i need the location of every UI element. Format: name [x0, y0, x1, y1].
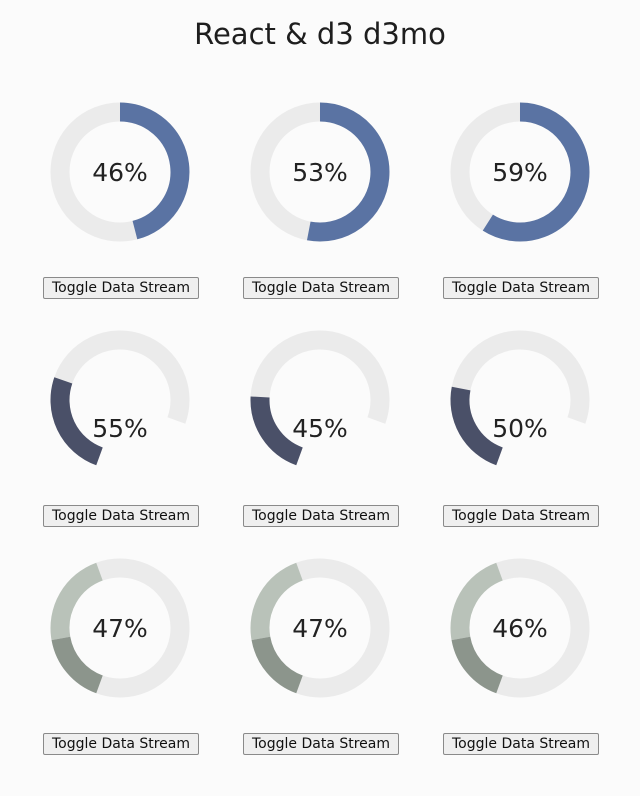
page-title: React & d3 d3mo	[194, 17, 446, 51]
gauge-percent-label: 46%	[492, 614, 548, 643]
gauge-value-arc-light	[250, 562, 304, 641]
gauge-percent-label: 53%	[292, 158, 348, 187]
toggle-data-stream-button[interactable]: Toggle Data Stream	[443, 733, 599, 755]
toggle-data-stream-button[interactable]: Toggle Data Stream	[443, 277, 599, 299]
arc-gauge	[50, 330, 190, 466]
toggle-data-stream-button[interactable]: Toggle Data Stream	[43, 733, 199, 755]
gauge-value-arc-light	[50, 562, 104, 641]
gauge-percent-label: 45%	[292, 414, 348, 443]
donut-gauge	[50, 102, 190, 242]
toggle-data-stream-button[interactable]: Toggle Data Stream	[243, 505, 399, 527]
gauge-percent-label: 47%	[92, 614, 148, 643]
gauge-value-arc	[482, 102, 590, 242]
gauge-value-arc-dark	[451, 636, 504, 694]
donut-gauge	[250, 102, 390, 242]
gauge-value-arc-dark	[51, 636, 104, 694]
toggle-data-stream-button[interactable]: Toggle Data Stream	[443, 505, 599, 527]
gauge-value-arc-light	[450, 562, 504, 641]
gauge-percent-label: 46%	[92, 158, 148, 187]
gauge-percent-label: 50%	[492, 414, 548, 443]
gauge-value-arc-dark	[251, 636, 304, 694]
split-arc-gauge	[50, 558, 190, 698]
arc-gauge	[250, 330, 390, 466]
split-arc-gauge	[250, 558, 390, 698]
toggle-data-stream-button[interactable]: Toggle Data Stream	[43, 277, 199, 299]
donut-gauge	[450, 102, 590, 242]
toggle-data-stream-button[interactable]: Toggle Data Stream	[243, 277, 399, 299]
gauge-percent-label: 47%	[292, 614, 348, 643]
gauge-percent-label: 59%	[492, 158, 548, 187]
toggle-data-stream-button[interactable]: Toggle Data Stream	[243, 733, 399, 755]
gauge-value-arc	[306, 102, 390, 242]
toggle-data-stream-button[interactable]: Toggle Data Stream	[43, 505, 199, 527]
gauge-value-arc	[50, 377, 104, 466]
arc-gauge	[450, 330, 590, 466]
gauge-value-arc	[450, 386, 504, 466]
split-arc-gauge	[450, 558, 590, 698]
gauge-value-arc	[250, 396, 304, 466]
gauge-value-arc	[119, 102, 190, 240]
gauge-percent-label: 55%	[92, 414, 148, 443]
